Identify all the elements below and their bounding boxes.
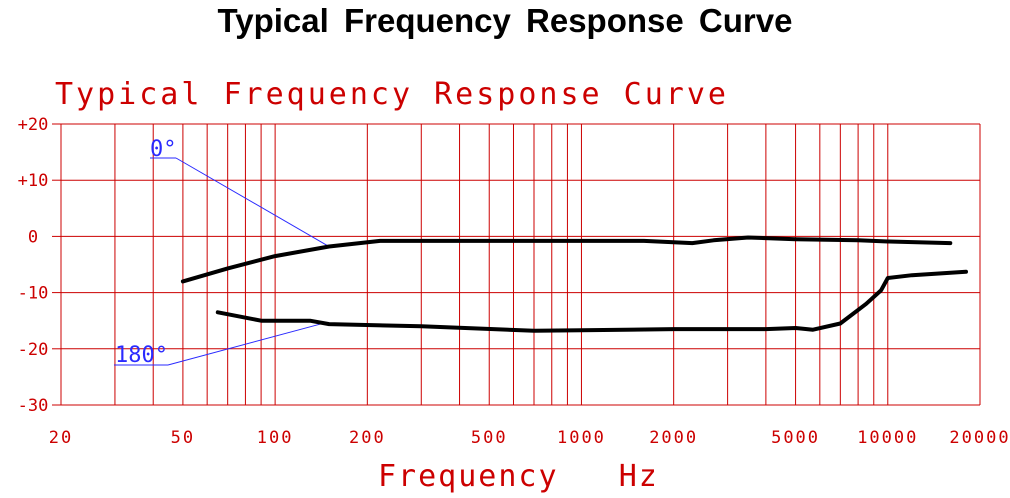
y-tick-label: -10: [18, 284, 49, 304]
x-tick-label: 200: [349, 428, 386, 448]
x-axis-label: Frequency Hz: [378, 459, 659, 494]
series-callouts: 0° 180°: [114, 137, 330, 368]
x-axis-ticks: 20 50 100 200 500 1000 2000 5000 10000 20000: [49, 428, 1010, 448]
chart-grid: [60, 123, 981, 406]
y-tick-label: +20: [18, 115, 49, 135]
series-label-180deg: 180°: [115, 343, 168, 368]
x-tick-label: 10000: [857, 428, 918, 448]
callout-leader-180deg: [167, 322, 325, 366]
y-axis-ticks: +20 +10 0 -10 -20 -30: [18, 115, 61, 416]
x-tick-label: 50: [171, 428, 195, 448]
callout-leader-0deg: [175, 157, 330, 247]
x-tick-label: 2000: [649, 428, 698, 448]
chart-title: Typical Frequency Response Curve: [55, 77, 729, 112]
response-curves: [180, 235, 968, 333]
series-label-0deg: 0°: [150, 137, 177, 162]
y-tick-label: +10: [18, 171, 49, 191]
page-title: Typical Frequency Response Curve: [217, 2, 793, 39]
x-tick-label: 100: [257, 428, 294, 448]
x-tick-label: 20: [49, 428, 73, 448]
series-line-180deg: [215, 269, 968, 333]
y-tick-label: -20: [18, 340, 49, 360]
x-tick-label: 20000: [949, 428, 1010, 448]
series-line-0deg: [180, 235, 953, 284]
y-tick-label: -30: [18, 396, 49, 416]
y-tick-label: 0: [28, 227, 38, 247]
x-tick-label: 5000: [771, 428, 820, 448]
x-tick-label: 500: [471, 428, 508, 448]
x-tick-label: 1000: [557, 428, 606, 448]
